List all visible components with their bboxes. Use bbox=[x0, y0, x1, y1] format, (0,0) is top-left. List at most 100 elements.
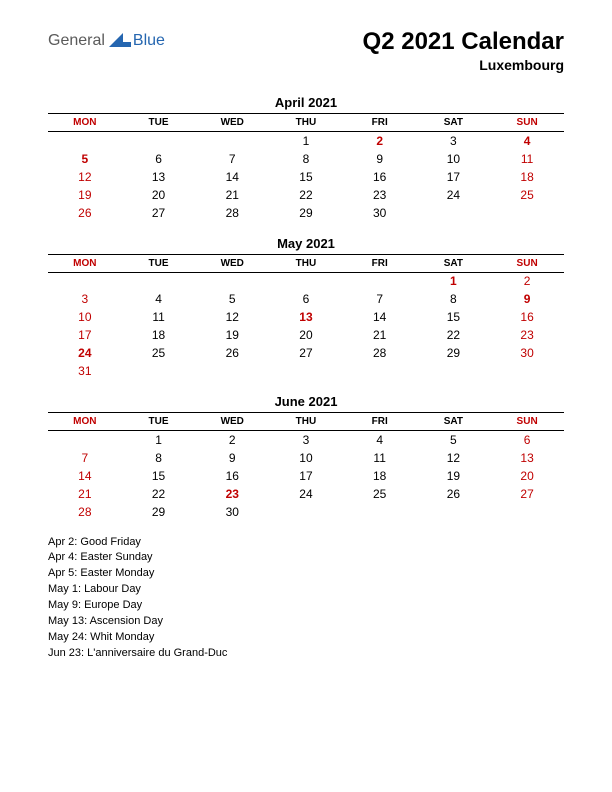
calendar-day bbox=[343, 362, 417, 380]
calendar-row: 2627282930 bbox=[48, 204, 564, 222]
calendar-day: 18 bbox=[343, 467, 417, 485]
calendar-day: 28 bbox=[195, 204, 269, 222]
holiday-entry: May 1: Labour Day bbox=[48, 582, 564, 598]
weekday-header: TUE bbox=[122, 254, 196, 272]
weekday-header: FRI bbox=[343, 413, 417, 431]
calendar-day: 22 bbox=[122, 485, 196, 503]
holiday-entry: Apr 4: Easter Sunday bbox=[48, 550, 564, 566]
calendar-day: 6 bbox=[269, 290, 343, 308]
title-block: Q2 2021 Calendar Luxembourg bbox=[363, 28, 564, 73]
calendar-day: 10 bbox=[417, 150, 491, 168]
calendar-day: 5 bbox=[417, 431, 491, 449]
weekday-header: THU bbox=[269, 114, 343, 132]
weekday-header: THU bbox=[269, 413, 343, 431]
calendar-day: 2 bbox=[195, 431, 269, 449]
logo: General Blue bbox=[48, 32, 165, 50]
calendar-day: 27 bbox=[122, 204, 196, 222]
calendar-day: 25 bbox=[343, 485, 417, 503]
calendar-day: 14 bbox=[195, 168, 269, 186]
calendar-day bbox=[343, 272, 417, 290]
calendar-day: 4 bbox=[490, 132, 564, 150]
calendar-day: 9 bbox=[195, 449, 269, 467]
calendar-month: May 2021MONTUEWEDTHUFRISATSUN12345678910… bbox=[48, 236, 564, 381]
calendar-day bbox=[48, 272, 122, 290]
calendar-day: 15 bbox=[122, 467, 196, 485]
page-subtitle: Luxembourg bbox=[363, 57, 564, 73]
calendar-day: 11 bbox=[122, 308, 196, 326]
calendar-day: 13 bbox=[122, 168, 196, 186]
holidays-list: Apr 2: Good FridayApr 4: Easter SundayAp… bbox=[48, 535, 564, 663]
header: General Blue Q2 2021 Calendar Luxembourg bbox=[48, 28, 564, 73]
calendar-day: 28 bbox=[343, 344, 417, 362]
calendar-day bbox=[195, 362, 269, 380]
calendar-day bbox=[122, 362, 196, 380]
weekday-header: MON bbox=[48, 114, 122, 132]
calendar-row: 3456789 bbox=[48, 290, 564, 308]
weekday-header: FRI bbox=[343, 254, 417, 272]
calendar-day: 3 bbox=[269, 431, 343, 449]
calendar-day: 17 bbox=[417, 168, 491, 186]
calendar-day: 29 bbox=[122, 503, 196, 521]
calendar-day bbox=[195, 272, 269, 290]
calendar-row: 17181920212223 bbox=[48, 326, 564, 344]
calendar-day: 16 bbox=[490, 308, 564, 326]
calendar-day: 24 bbox=[269, 485, 343, 503]
holiday-entry: Jun 23: L'anniversaire du Grand-Duc bbox=[48, 646, 564, 662]
calendar-day: 13 bbox=[490, 449, 564, 467]
calendar-day bbox=[343, 503, 417, 521]
calendar-day: 16 bbox=[195, 467, 269, 485]
calendar-day: 25 bbox=[122, 344, 196, 362]
calendar-day: 23 bbox=[490, 326, 564, 344]
calendar-day: 18 bbox=[122, 326, 196, 344]
calendar-table: MONTUEWEDTHUFRISATSUN1234567891011121314… bbox=[48, 254, 564, 381]
calendar-day: 18 bbox=[490, 168, 564, 186]
calendar-row: 31 bbox=[48, 362, 564, 380]
calendar-month: June 2021MONTUEWEDTHUFRISATSUN1234567891… bbox=[48, 394, 564, 521]
calendar-day: 24 bbox=[417, 186, 491, 204]
calendar-day: 3 bbox=[48, 290, 122, 308]
calendar-day: 20 bbox=[122, 186, 196, 204]
calendar-day: 4 bbox=[122, 290, 196, 308]
calendar-day: 12 bbox=[195, 308, 269, 326]
calendar-day: 15 bbox=[417, 308, 491, 326]
weekday-header: WED bbox=[195, 254, 269, 272]
calendar-day: 3 bbox=[417, 132, 491, 150]
calendar-day: 25 bbox=[490, 186, 564, 204]
weekday-header: SUN bbox=[490, 254, 564, 272]
calendar-day: 19 bbox=[195, 326, 269, 344]
holiday-entry: Apr 2: Good Friday bbox=[48, 535, 564, 551]
calendar-row: 10111213141516 bbox=[48, 308, 564, 326]
calendar-day: 17 bbox=[48, 326, 122, 344]
calendar-day bbox=[417, 362, 491, 380]
calendar-day: 19 bbox=[417, 467, 491, 485]
weekday-header: MON bbox=[48, 254, 122, 272]
calendar-day bbox=[269, 272, 343, 290]
calendar-day: 2 bbox=[343, 132, 417, 150]
calendar-day: 30 bbox=[195, 503, 269, 521]
weekday-header: WED bbox=[195, 413, 269, 431]
month-title: April 2021 bbox=[48, 95, 564, 110]
weekday-header: SUN bbox=[490, 114, 564, 132]
holiday-entry: Apr 5: Easter Monday bbox=[48, 566, 564, 582]
calendar-day bbox=[269, 503, 343, 521]
calendar-day: 13 bbox=[269, 308, 343, 326]
weekday-header: SUN bbox=[490, 413, 564, 431]
logo-text-blue: Blue bbox=[133, 32, 165, 50]
calendar-month: April 2021MONTUEWEDTHUFRISATSUN123456789… bbox=[48, 95, 564, 222]
calendar-day bbox=[195, 132, 269, 150]
calendar-day bbox=[417, 503, 491, 521]
calendar-day: 27 bbox=[490, 485, 564, 503]
calendar-day: 6 bbox=[490, 431, 564, 449]
month-title: June 2021 bbox=[48, 394, 564, 409]
weekday-header: WED bbox=[195, 114, 269, 132]
calendar-day: 11 bbox=[343, 449, 417, 467]
weekday-header: TUE bbox=[122, 413, 196, 431]
calendar-day: 28 bbox=[48, 503, 122, 521]
calendar-day: 20 bbox=[490, 467, 564, 485]
calendar-day: 1 bbox=[122, 431, 196, 449]
logo-text-general: General bbox=[48, 32, 105, 50]
holiday-entry: May 24: Whit Monday bbox=[48, 630, 564, 646]
weekday-header: FRI bbox=[343, 114, 417, 132]
calendar-row: 78910111213 bbox=[48, 449, 564, 467]
weekday-header: SAT bbox=[417, 413, 491, 431]
